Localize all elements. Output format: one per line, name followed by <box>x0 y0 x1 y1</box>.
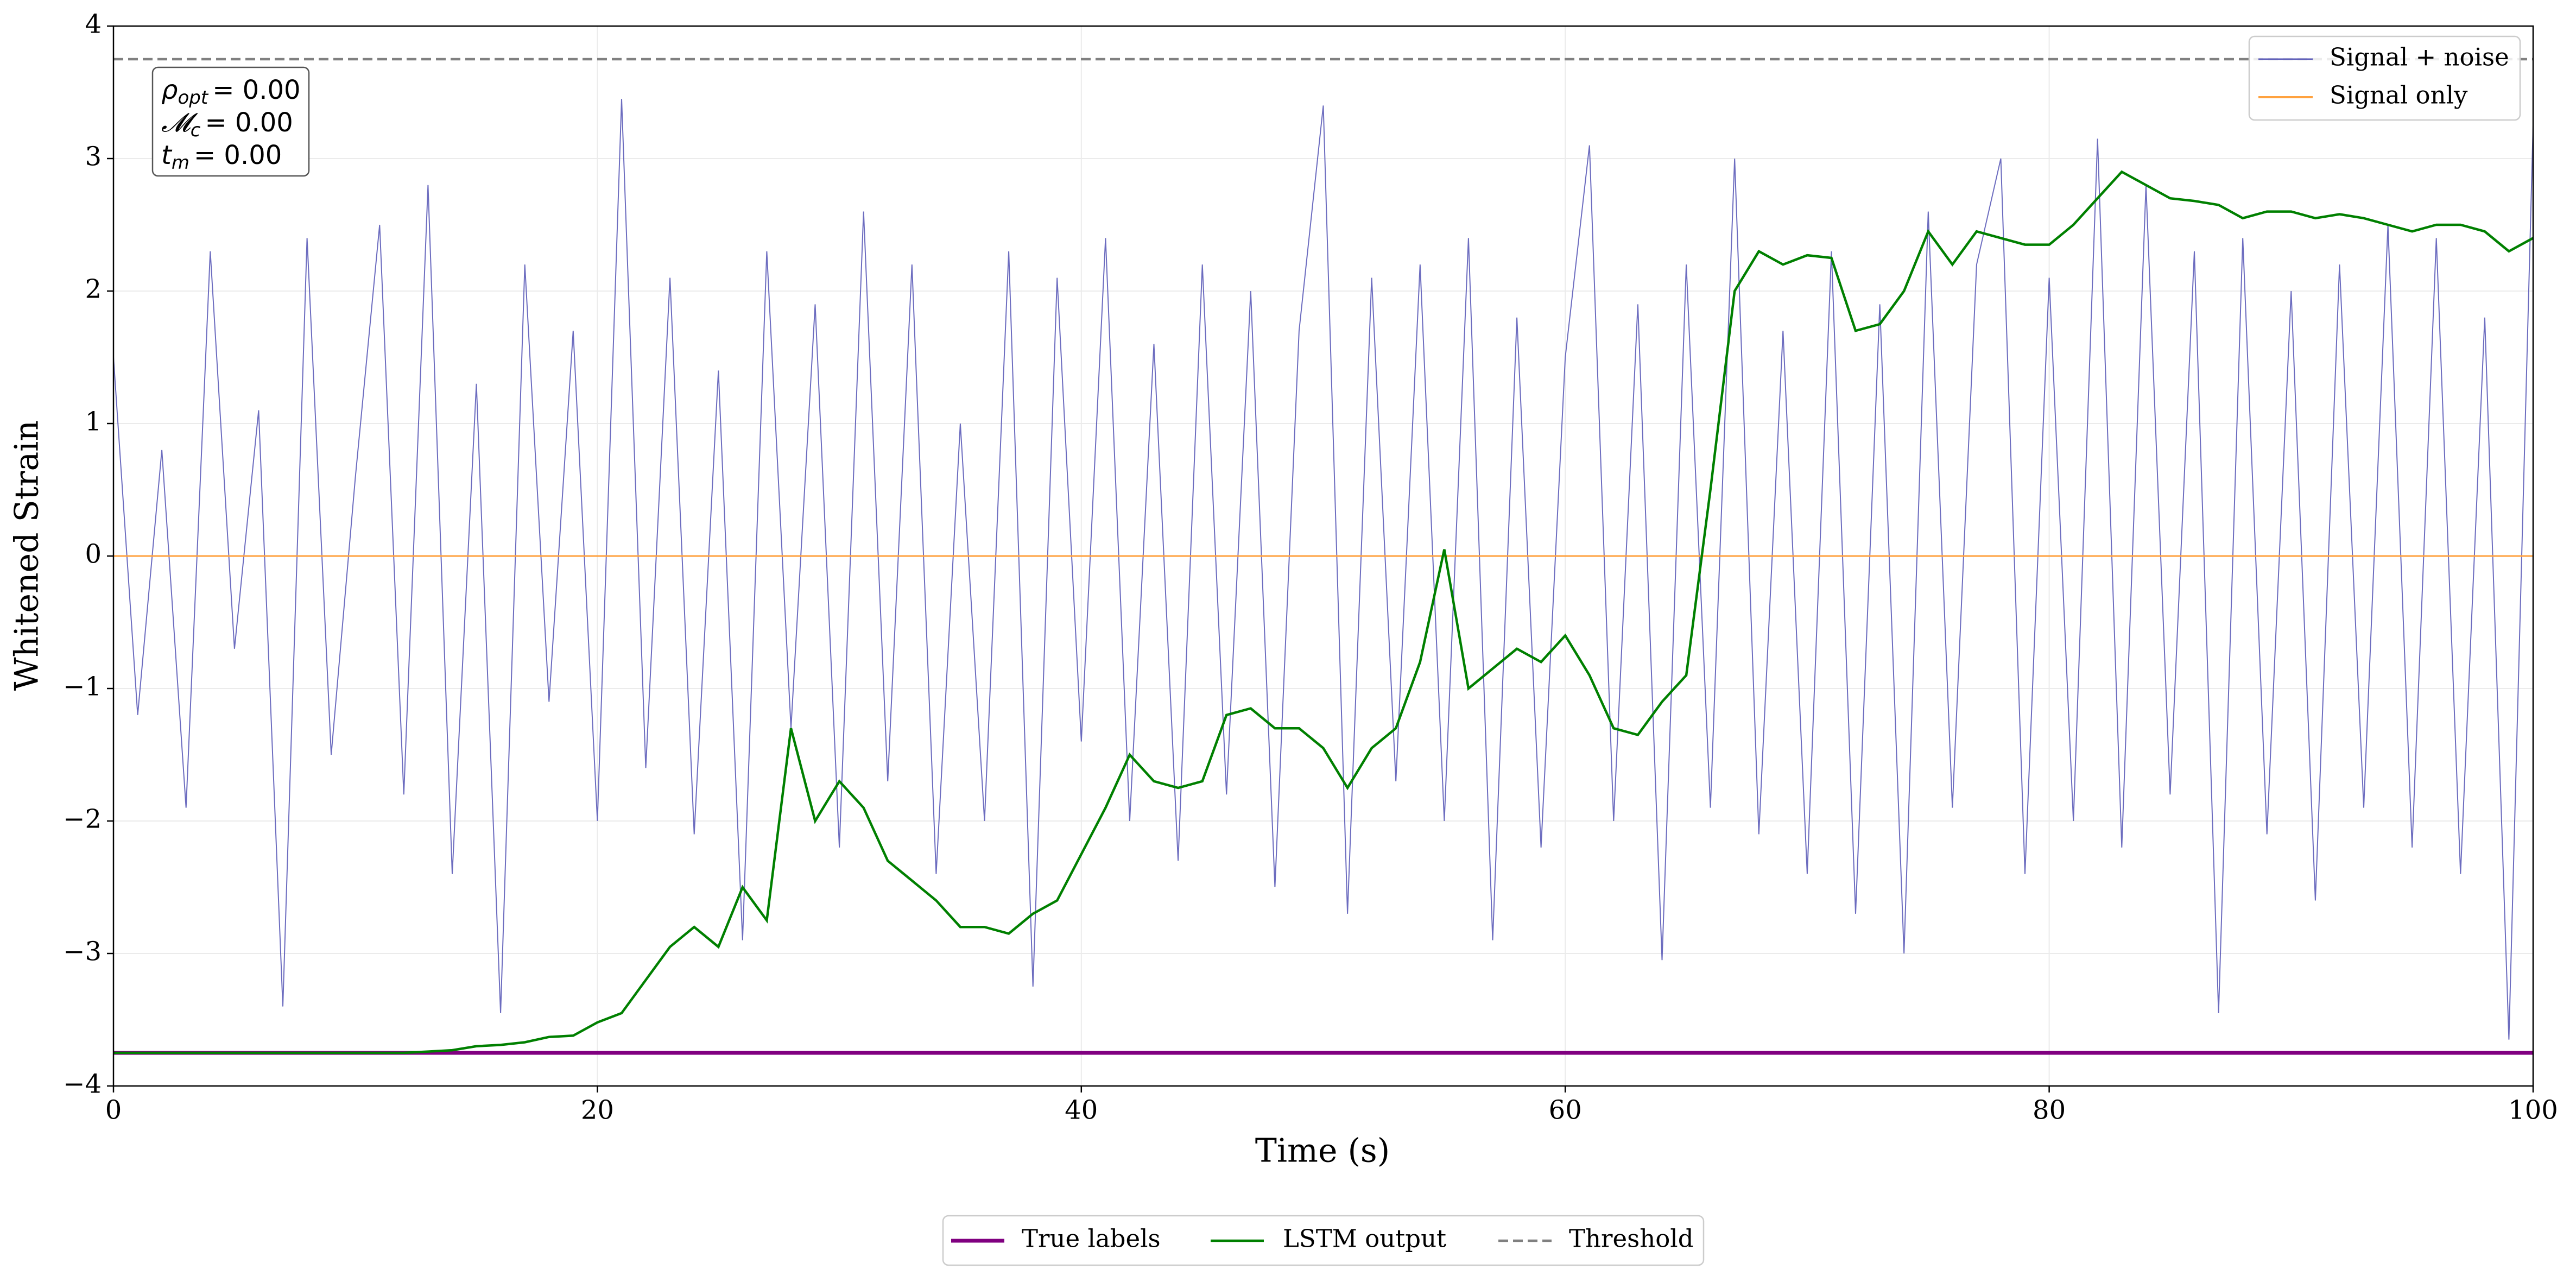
legend-label: Threshold <box>1569 1224 1694 1253</box>
annotation: tm = 0.00 <box>161 140 282 174</box>
annotation-value: = 0.00 <box>194 140 282 170</box>
plot-frame <box>112 25 2534 1087</box>
y-tick-label: −1 <box>63 672 102 702</box>
x-tick-label: 60 <box>1549 1095 1582 1126</box>
annotation: 𝓜c = 0.00 <box>161 108 293 141</box>
series-line <box>113 170 2533 1054</box>
annotation-value: = 0.00 <box>212 75 300 105</box>
x-tick-label: 40 <box>1065 1095 1098 1126</box>
legend-box <box>2248 35 2521 121</box>
y-tick-label: −2 <box>63 804 102 835</box>
y-tick-label: 1 <box>85 407 102 437</box>
legend-label: True labels <box>1022 1224 1161 1253</box>
annotation-subscript: m <box>172 152 189 174</box>
x-tick-label: 80 <box>2033 1095 2066 1126</box>
x-tick-label: 100 <box>2508 1095 2558 1126</box>
annotation-box <box>151 66 310 177</box>
legend-label: LSTM output <box>1283 1224 1446 1253</box>
annotation-value: = 0.00 <box>205 108 293 138</box>
y-tick-label: 4 <box>85 9 102 40</box>
x-tick-label: 0 <box>105 1095 122 1126</box>
legend-box <box>942 1215 1705 1266</box>
y-tick-label: −4 <box>63 1069 102 1100</box>
y-tick-label: −3 <box>63 937 102 967</box>
annotation-subscript: opt <box>178 87 208 109</box>
y-tick-label: 0 <box>85 539 102 570</box>
legend-label: Signal + noise <box>2330 43 2509 72</box>
y-tick-label: 3 <box>85 142 102 172</box>
annotation-symbol: ρ <box>161 75 178 105</box>
x-tick-label: 20 <box>581 1095 614 1126</box>
series-line <box>113 99 2533 1040</box>
x-axis-label: Time (s) <box>1255 1132 1390 1170</box>
annotation-subscript: c <box>191 119 201 141</box>
y-axis-label: Whitened Strain <box>8 420 46 691</box>
y-tick-label: 2 <box>85 274 102 305</box>
annotation-symbol: t <box>161 140 173 170</box>
legend-label: Signal only <box>2330 81 2468 110</box>
annotation: ρopt = 0.00 <box>161 75 301 109</box>
